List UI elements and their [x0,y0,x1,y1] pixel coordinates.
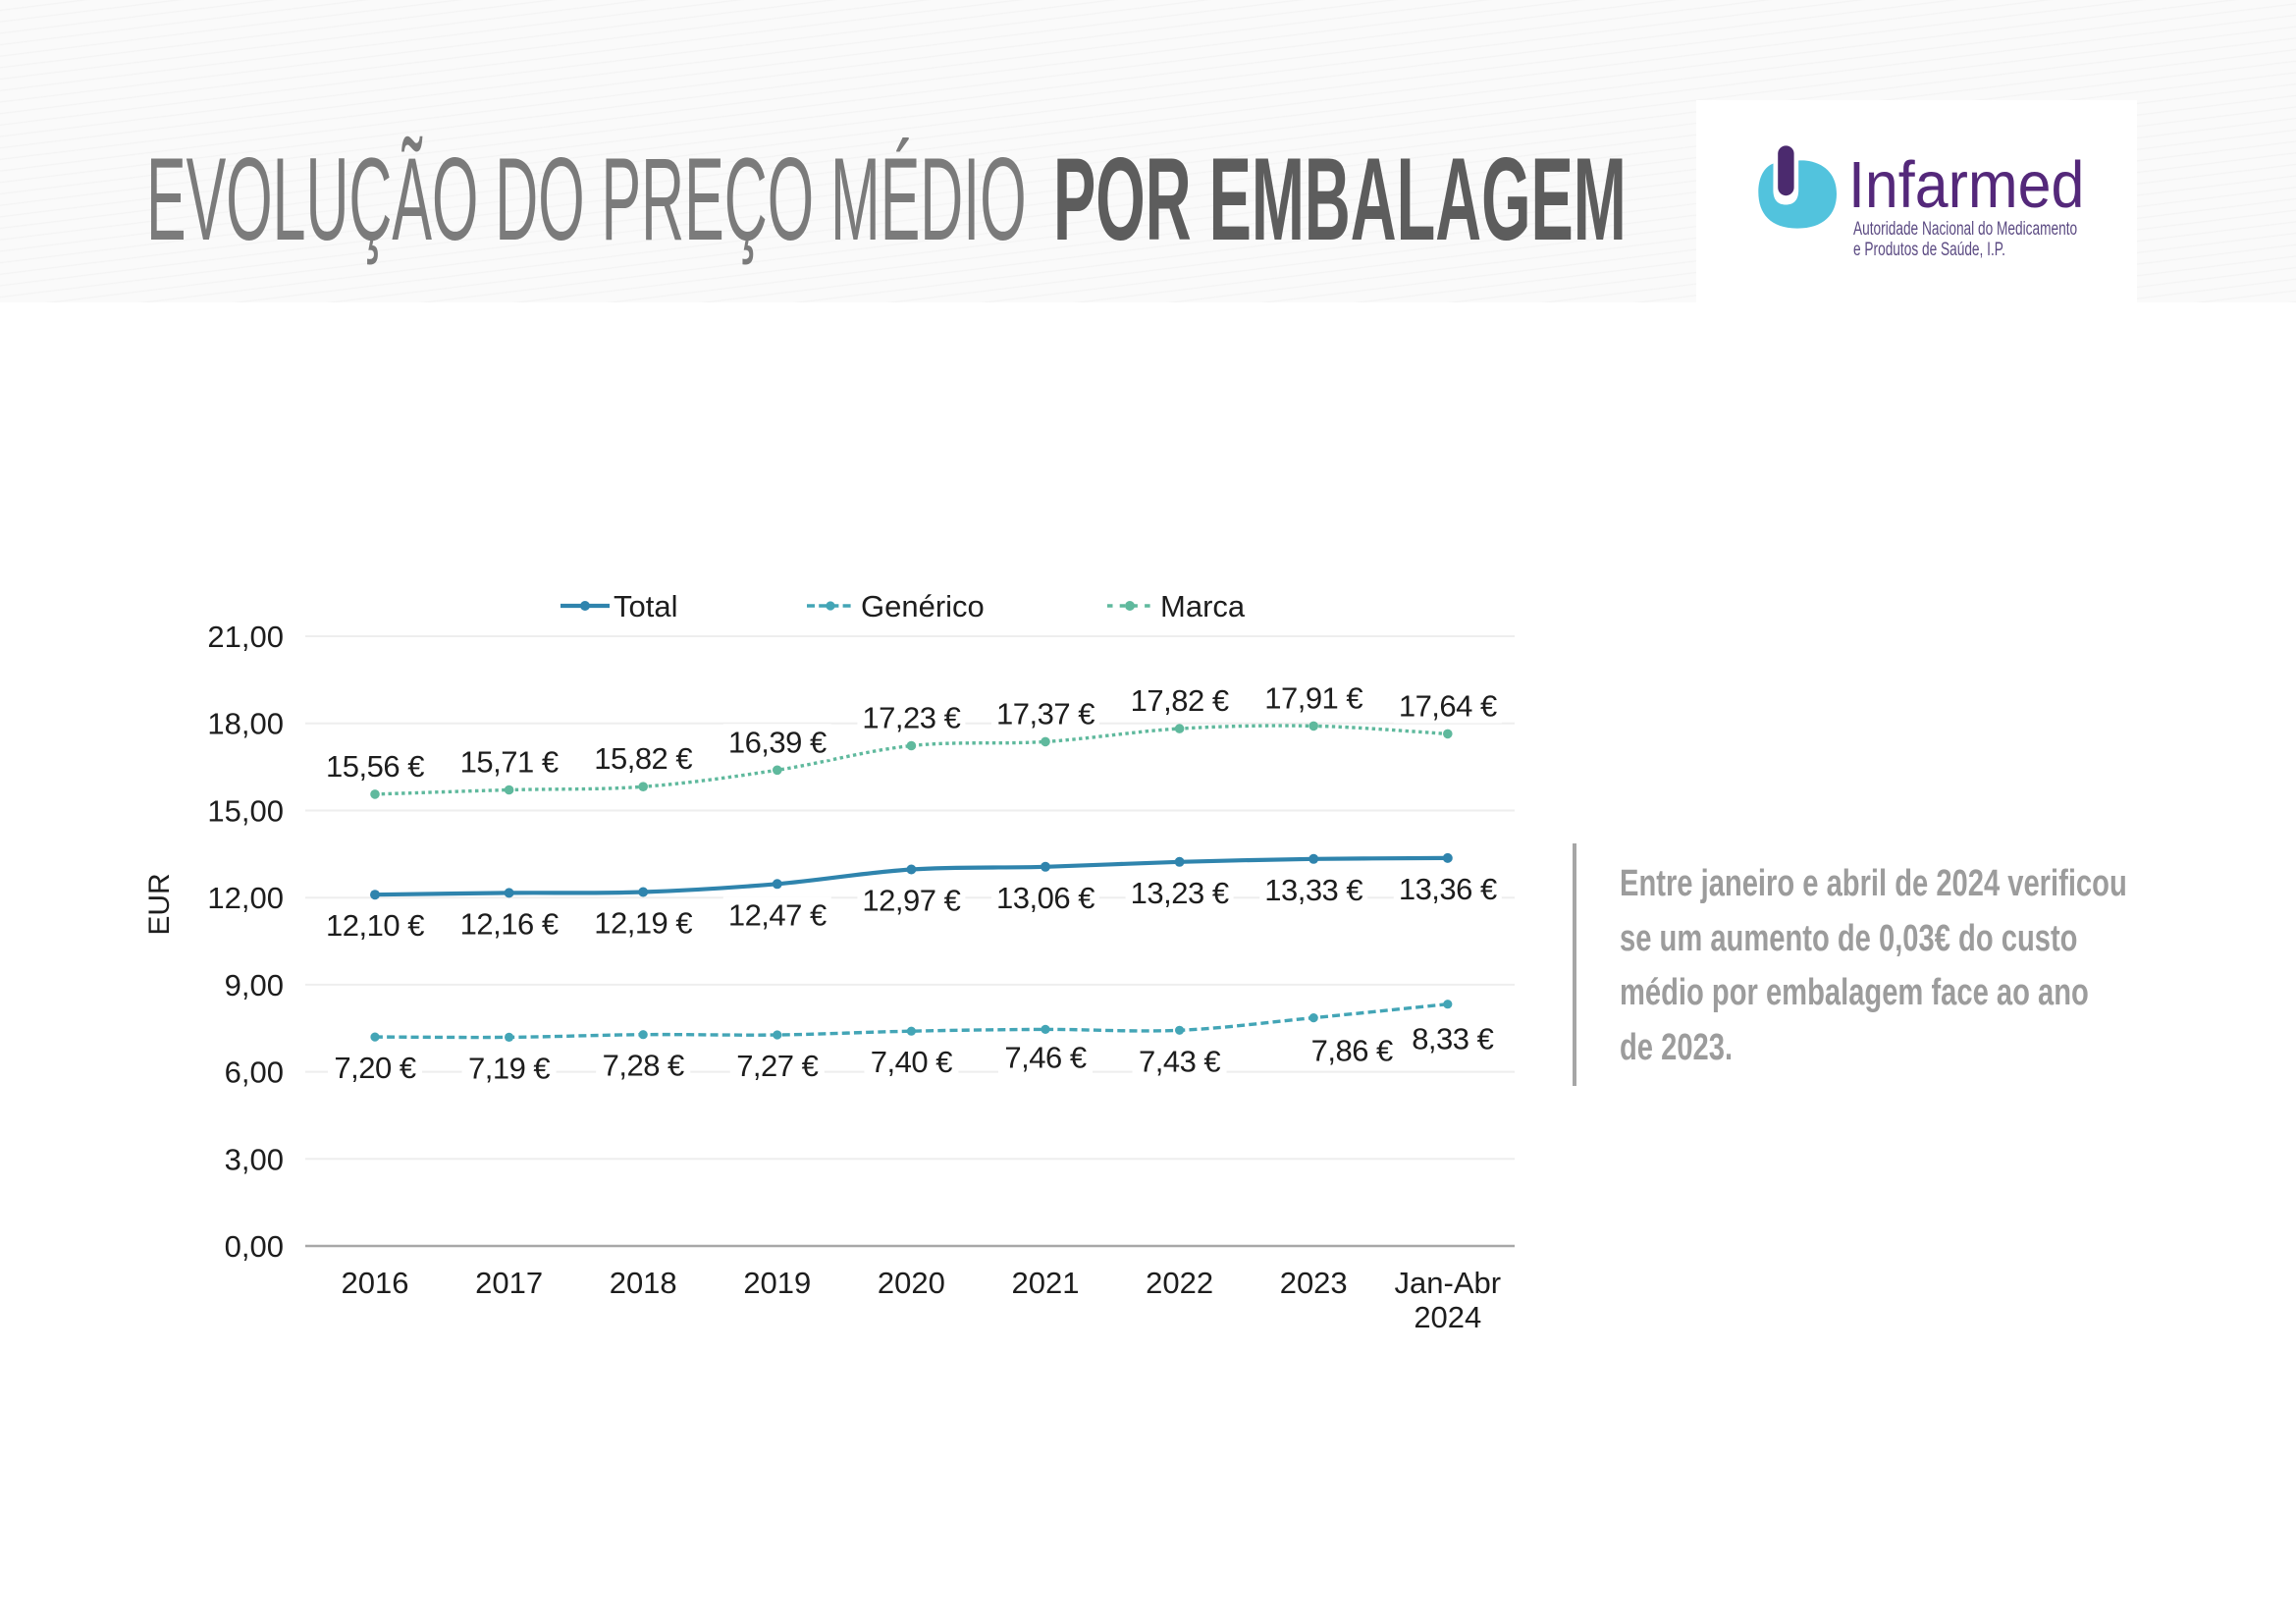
svg-text:EUR: EUR [143,873,176,935]
svg-text:0,00: 0,00 [225,1229,284,1264]
svg-text:17,91 €: 17,91 € [1264,680,1362,715]
svg-text:7,28 €: 7,28 € [603,1049,684,1083]
svg-text:7,40 €: 7,40 € [871,1045,952,1079]
svg-text:Genérico: Genérico [861,589,985,623]
svg-text:21,00: 21,00 [207,620,284,654]
svg-text:15,56 €: 15,56 € [326,749,424,784]
svg-text:2016: 2016 [342,1266,409,1300]
svg-text:7,27 €: 7,27 € [736,1049,818,1083]
svg-text:7,86 €: 7,86 € [1311,1034,1393,1068]
svg-text:15,71 €: 15,71 € [460,745,559,780]
svg-text:15,00: 15,00 [207,794,284,829]
svg-text:13,06 €: 13,06 € [996,881,1095,915]
svg-text:12,47 €: 12,47 € [728,897,827,932]
svg-text:3,00: 3,00 [225,1142,284,1176]
svg-text:13,23 €: 13,23 € [1131,876,1229,910]
svg-text:2018: 2018 [610,1266,677,1300]
svg-text:2019: 2019 [743,1266,811,1300]
svg-text:7,43 €: 7,43 € [1139,1044,1220,1078]
svg-text:2017: 2017 [475,1266,543,1300]
svg-text:2024: 2024 [1414,1300,1481,1334]
svg-text:17,64 €: 17,64 € [1399,688,1497,723]
svg-text:17,23 €: 17,23 € [862,701,960,735]
svg-text:2023: 2023 [1280,1266,1348,1300]
svg-text:13,33 €: 13,33 € [1264,873,1362,907]
svg-text:7,20 €: 7,20 € [334,1051,415,1085]
svg-text:Marca: Marca [1160,589,1246,623]
svg-text:18,00: 18,00 [207,707,284,741]
svg-text:13,36 €: 13,36 € [1399,872,1497,906]
svg-text:Jan-Abr: Jan-Abr [1395,1266,1502,1300]
svg-text:15,82 €: 15,82 € [594,741,692,776]
svg-text:16,39 €: 16,39 € [728,725,827,759]
svg-text:17,37 €: 17,37 € [996,696,1095,731]
svg-text:12,10 €: 12,10 € [326,908,424,943]
svg-text:7,46 €: 7,46 € [1004,1040,1086,1074]
svg-text:8,33 €: 8,33 € [1412,1022,1493,1056]
svg-text:17,82 €: 17,82 € [1131,683,1229,718]
svg-text:12,97 €: 12,97 € [862,884,960,918]
svg-text:Total: Total [614,589,677,623]
svg-text:12,00: 12,00 [207,881,284,915]
svg-text:2022: 2022 [1146,1266,1213,1300]
svg-text:2020: 2020 [878,1266,945,1300]
svg-text:7,19 €: 7,19 € [468,1051,550,1085]
svg-text:2021: 2021 [1012,1266,1080,1300]
svg-text:6,00: 6,00 [225,1056,284,1090]
svg-text:9,00: 9,00 [225,968,284,1002]
svg-text:12,19 €: 12,19 € [594,906,692,941]
svg-text:12,16 €: 12,16 € [460,906,559,941]
